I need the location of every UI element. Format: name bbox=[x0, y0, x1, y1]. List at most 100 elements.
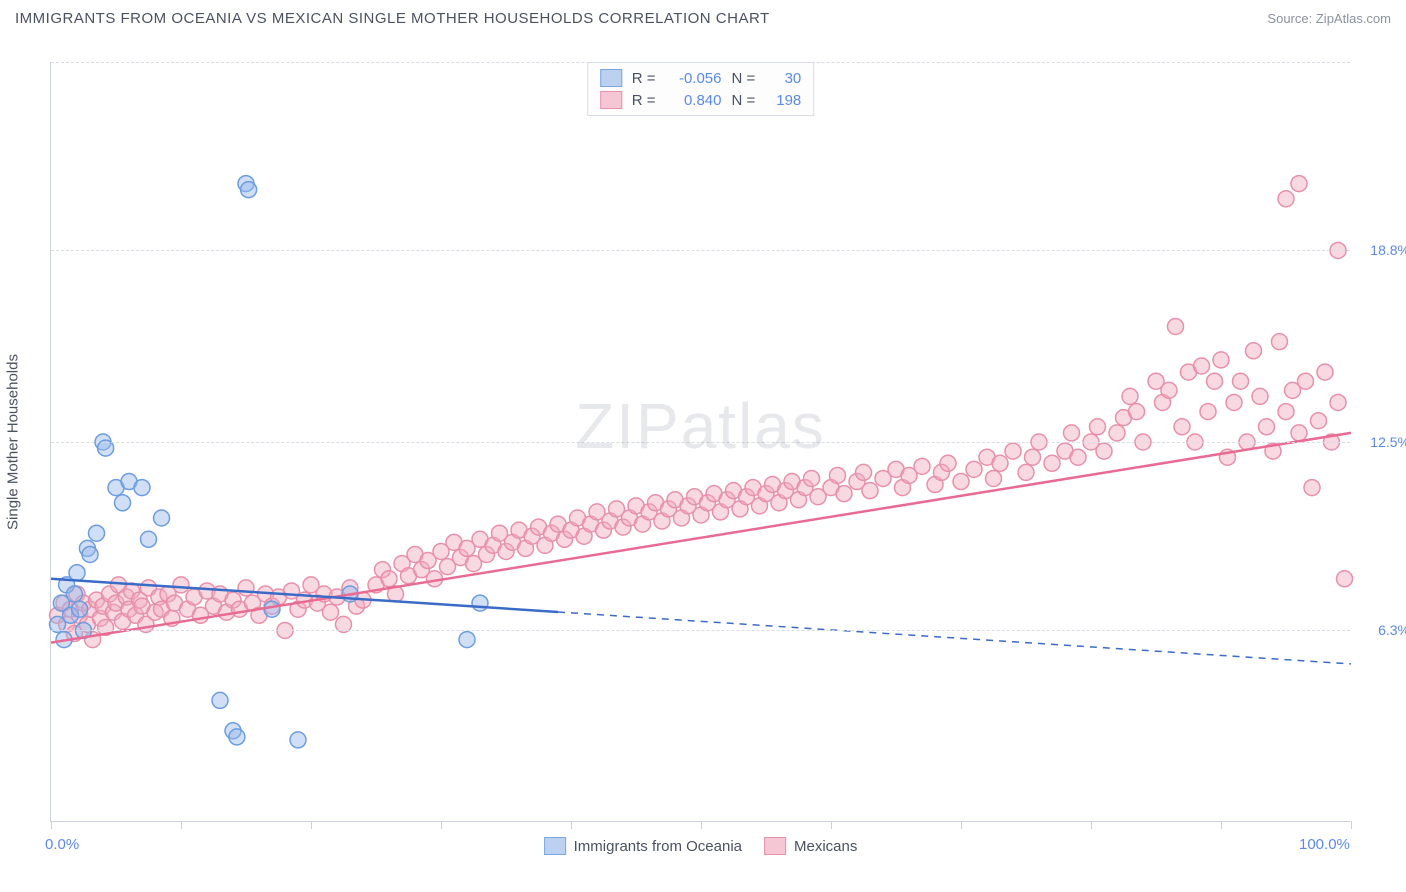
legend-row-oceania: R = -0.056 N = 30 bbox=[600, 67, 802, 89]
x-tick bbox=[701, 821, 702, 829]
x-tick-label: 0.0% bbox=[45, 836, 79, 853]
data-point bbox=[1005, 443, 1021, 459]
data-point bbox=[229, 729, 245, 745]
data-point bbox=[459, 632, 475, 648]
r-label: R = bbox=[632, 70, 656, 87]
data-point bbox=[1252, 388, 1268, 404]
data-point bbox=[241, 182, 257, 198]
trend-line-extrapolated bbox=[558, 612, 1351, 664]
legend-item-mexicans: Mexicans bbox=[764, 837, 857, 855]
data-point bbox=[1291, 176, 1307, 192]
trend-line bbox=[51, 433, 1351, 643]
source-name: ZipAtlas.com bbox=[1316, 11, 1391, 26]
data-point bbox=[472, 595, 488, 611]
legend-label: Immigrants from Oceania bbox=[574, 838, 742, 855]
source-label: Source: bbox=[1267, 11, 1312, 26]
data-point bbox=[986, 470, 1002, 486]
legend-item-oceania: Immigrants from Oceania bbox=[544, 837, 742, 855]
data-point bbox=[1226, 394, 1242, 410]
data-point bbox=[1090, 419, 1106, 435]
data-point bbox=[134, 480, 150, 496]
data-point bbox=[1129, 404, 1145, 420]
data-point bbox=[1207, 373, 1223, 389]
r-value: -0.056 bbox=[666, 70, 722, 87]
data-point bbox=[66, 586, 82, 602]
data-point bbox=[1330, 394, 1346, 410]
data-point bbox=[830, 467, 846, 483]
data-point bbox=[154, 510, 170, 526]
data-point bbox=[82, 546, 98, 562]
series-legend: Immigrants from Oceania Mexicans bbox=[544, 837, 858, 855]
data-point bbox=[1070, 449, 1086, 465]
data-point bbox=[1233, 373, 1249, 389]
r-value: 0.840 bbox=[666, 92, 722, 109]
title-bar: IMMIGRANTS FROM OCEANIA VS MEXICAN SINGL… bbox=[15, 10, 1391, 27]
r-label: R = bbox=[632, 92, 656, 109]
x-tick bbox=[961, 821, 962, 829]
data-point bbox=[1337, 571, 1353, 587]
data-point bbox=[804, 470, 820, 486]
data-point bbox=[1096, 443, 1112, 459]
data-point bbox=[141, 531, 157, 547]
data-point bbox=[862, 483, 878, 499]
x-tick bbox=[1221, 821, 1222, 829]
x-tick bbox=[831, 821, 832, 829]
chart-container: IMMIGRANTS FROM OCEANIA VS MEXICAN SINGL… bbox=[0, 0, 1406, 892]
data-point bbox=[323, 604, 339, 620]
n-value: 30 bbox=[765, 70, 801, 87]
swatch-icon bbox=[764, 837, 786, 855]
source-attribution: Source: ZipAtlas.com bbox=[1267, 11, 1391, 26]
data-point bbox=[89, 525, 105, 541]
y-tick-label: 6.3% bbox=[1378, 622, 1406, 638]
swatch-icon bbox=[600, 69, 622, 87]
legend-label: Mexicans bbox=[794, 838, 857, 855]
plot-area: Single Mother Households ZIPatlas R = -0… bbox=[50, 62, 1350, 822]
swatch-icon bbox=[600, 91, 622, 109]
data-point bbox=[1298, 373, 1314, 389]
data-point bbox=[856, 464, 872, 480]
data-point bbox=[1044, 455, 1060, 471]
data-point bbox=[1194, 358, 1210, 374]
x-tick bbox=[51, 821, 52, 829]
data-point bbox=[238, 580, 254, 596]
n-label: N = bbox=[732, 92, 756, 109]
data-point bbox=[173, 577, 189, 593]
data-point bbox=[1304, 480, 1320, 496]
data-point bbox=[1311, 413, 1327, 429]
data-point bbox=[1168, 318, 1184, 334]
gridline bbox=[51, 630, 1350, 631]
data-point bbox=[1278, 191, 1294, 207]
x-tick bbox=[311, 821, 312, 829]
data-point bbox=[1025, 449, 1041, 465]
data-point bbox=[1109, 425, 1125, 441]
x-tick bbox=[571, 821, 572, 829]
data-point bbox=[836, 486, 852, 502]
data-point bbox=[69, 565, 85, 581]
data-point bbox=[72, 601, 88, 617]
data-point bbox=[1272, 334, 1288, 350]
x-tick bbox=[1091, 821, 1092, 829]
data-point bbox=[992, 455, 1008, 471]
legend-row-mexicans: R = 0.840 N = 198 bbox=[600, 89, 802, 111]
data-point bbox=[381, 571, 397, 587]
data-point bbox=[966, 461, 982, 477]
data-point bbox=[1259, 419, 1275, 435]
chart-title: IMMIGRANTS FROM OCEANIA VS MEXICAN SINGL… bbox=[15, 10, 770, 27]
y-tick-label: 18.8% bbox=[1370, 242, 1406, 258]
n-value: 198 bbox=[765, 92, 801, 109]
data-point bbox=[212, 692, 228, 708]
swatch-icon bbox=[544, 837, 566, 855]
y-axis-title: Single Mother Households bbox=[5, 354, 22, 530]
data-point bbox=[1200, 404, 1216, 420]
data-point bbox=[940, 455, 956, 471]
data-point bbox=[1213, 352, 1229, 368]
data-point bbox=[1317, 364, 1333, 380]
x-tick bbox=[1351, 821, 1352, 829]
data-point bbox=[1174, 419, 1190, 435]
data-point bbox=[290, 732, 306, 748]
data-point bbox=[1291, 425, 1307, 441]
data-point bbox=[1161, 382, 1177, 398]
data-point bbox=[914, 458, 930, 474]
correlation-legend: R = -0.056 N = 30 R = 0.840 N = 198 bbox=[587, 62, 815, 116]
y-tick-label: 12.5% bbox=[1370, 434, 1406, 450]
